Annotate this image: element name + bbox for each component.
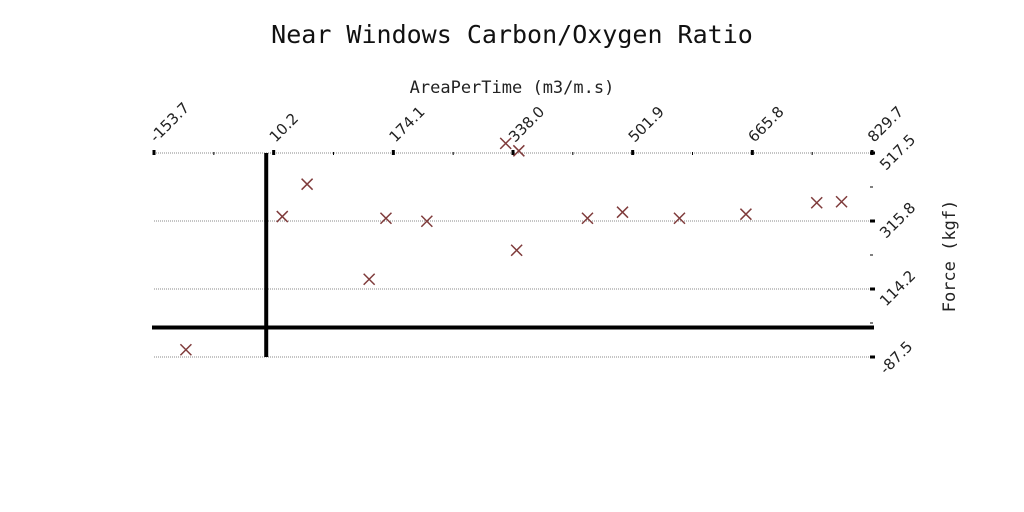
y-tick-label: 114.2	[876, 267, 919, 310]
x-tick-label: 665.8	[744, 103, 787, 146]
y-axis-label: Force (kgf)	[940, 200, 960, 313]
chart-title: Near Windows Carbon/Oxygen Ratio	[271, 20, 753, 49]
data-point	[301, 178, 314, 191]
data-point	[581, 212, 594, 225]
y-tick-label: 315.8	[876, 199, 919, 242]
data-point	[616, 206, 629, 219]
data-point	[379, 212, 392, 225]
data-point	[810, 196, 823, 209]
x-tick-label: 10.2	[266, 109, 302, 145]
x-tick-label: -153.7	[146, 99, 193, 146]
data-point	[510, 244, 523, 257]
y-tick-label: -87.5	[876, 338, 916, 378]
x-tick-label: 174.1	[385, 103, 428, 146]
data-point	[673, 212, 686, 225]
x-axis-label: AreaPerTime (m3/m.s)	[410, 78, 615, 98]
data-point	[179, 343, 192, 356]
x-tick-label: 338.0	[505, 103, 548, 146]
data-point	[276, 210, 289, 223]
data-point	[363, 273, 376, 286]
data-point	[420, 215, 433, 228]
data-point	[499, 137, 512, 150]
data-point	[739, 208, 752, 221]
data-point	[835, 195, 848, 208]
data-point	[512, 144, 525, 157]
plot-area: -153.7 10.2 174.1 338.0 501.9 665.8 829.7517.5…	[146, 99, 919, 378]
x-tick-label: 501.9	[625, 103, 668, 146]
